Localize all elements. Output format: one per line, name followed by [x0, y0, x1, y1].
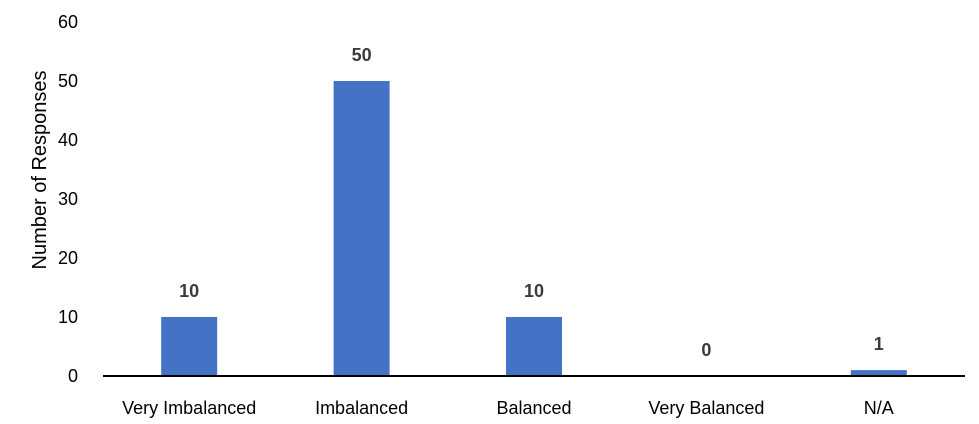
- bar-value-label: 0: [701, 340, 711, 360]
- x-category-label: Imbalanced: [315, 398, 408, 418]
- x-category-label: Very Imbalanced: [122, 398, 256, 418]
- bar-value-label: 10: [524, 281, 544, 301]
- x-axis-categories: Very Imbalanced Imbalanced Balanced Very Ba…: [122, 398, 894, 418]
- y-tick-label: 20: [58, 248, 78, 268]
- y-tick-label: 0: [68, 366, 78, 386]
- bars-group: [161, 81, 907, 376]
- y-tick-label: 60: [58, 12, 78, 32]
- bar: [161, 317, 218, 376]
- bar-value-label: 10: [179, 281, 199, 301]
- y-tick-label: 10: [58, 307, 78, 327]
- x-category-label: N/A: [864, 398, 894, 418]
- x-category-label: Very Balanced: [648, 398, 764, 418]
- bar-value-label: 1: [874, 334, 884, 354]
- y-axis-ticks: 0 10 20 30 40 50 60: [58, 12, 78, 386]
- y-axis-label: Number of Responses: [29, 71, 51, 270]
- bar: [850, 370, 907, 376]
- bar: [506, 317, 562, 376]
- y-tick-label: 40: [58, 130, 78, 150]
- x-category-label: Balanced: [496, 398, 571, 418]
- bar: [333, 81, 390, 376]
- data-labels-group: 10 50 10 0 1: [179, 45, 884, 360]
- y-tick-label: 50: [58, 71, 78, 91]
- y-tick-label: 30: [58, 189, 78, 209]
- bar-value-label: 50: [352, 45, 372, 65]
